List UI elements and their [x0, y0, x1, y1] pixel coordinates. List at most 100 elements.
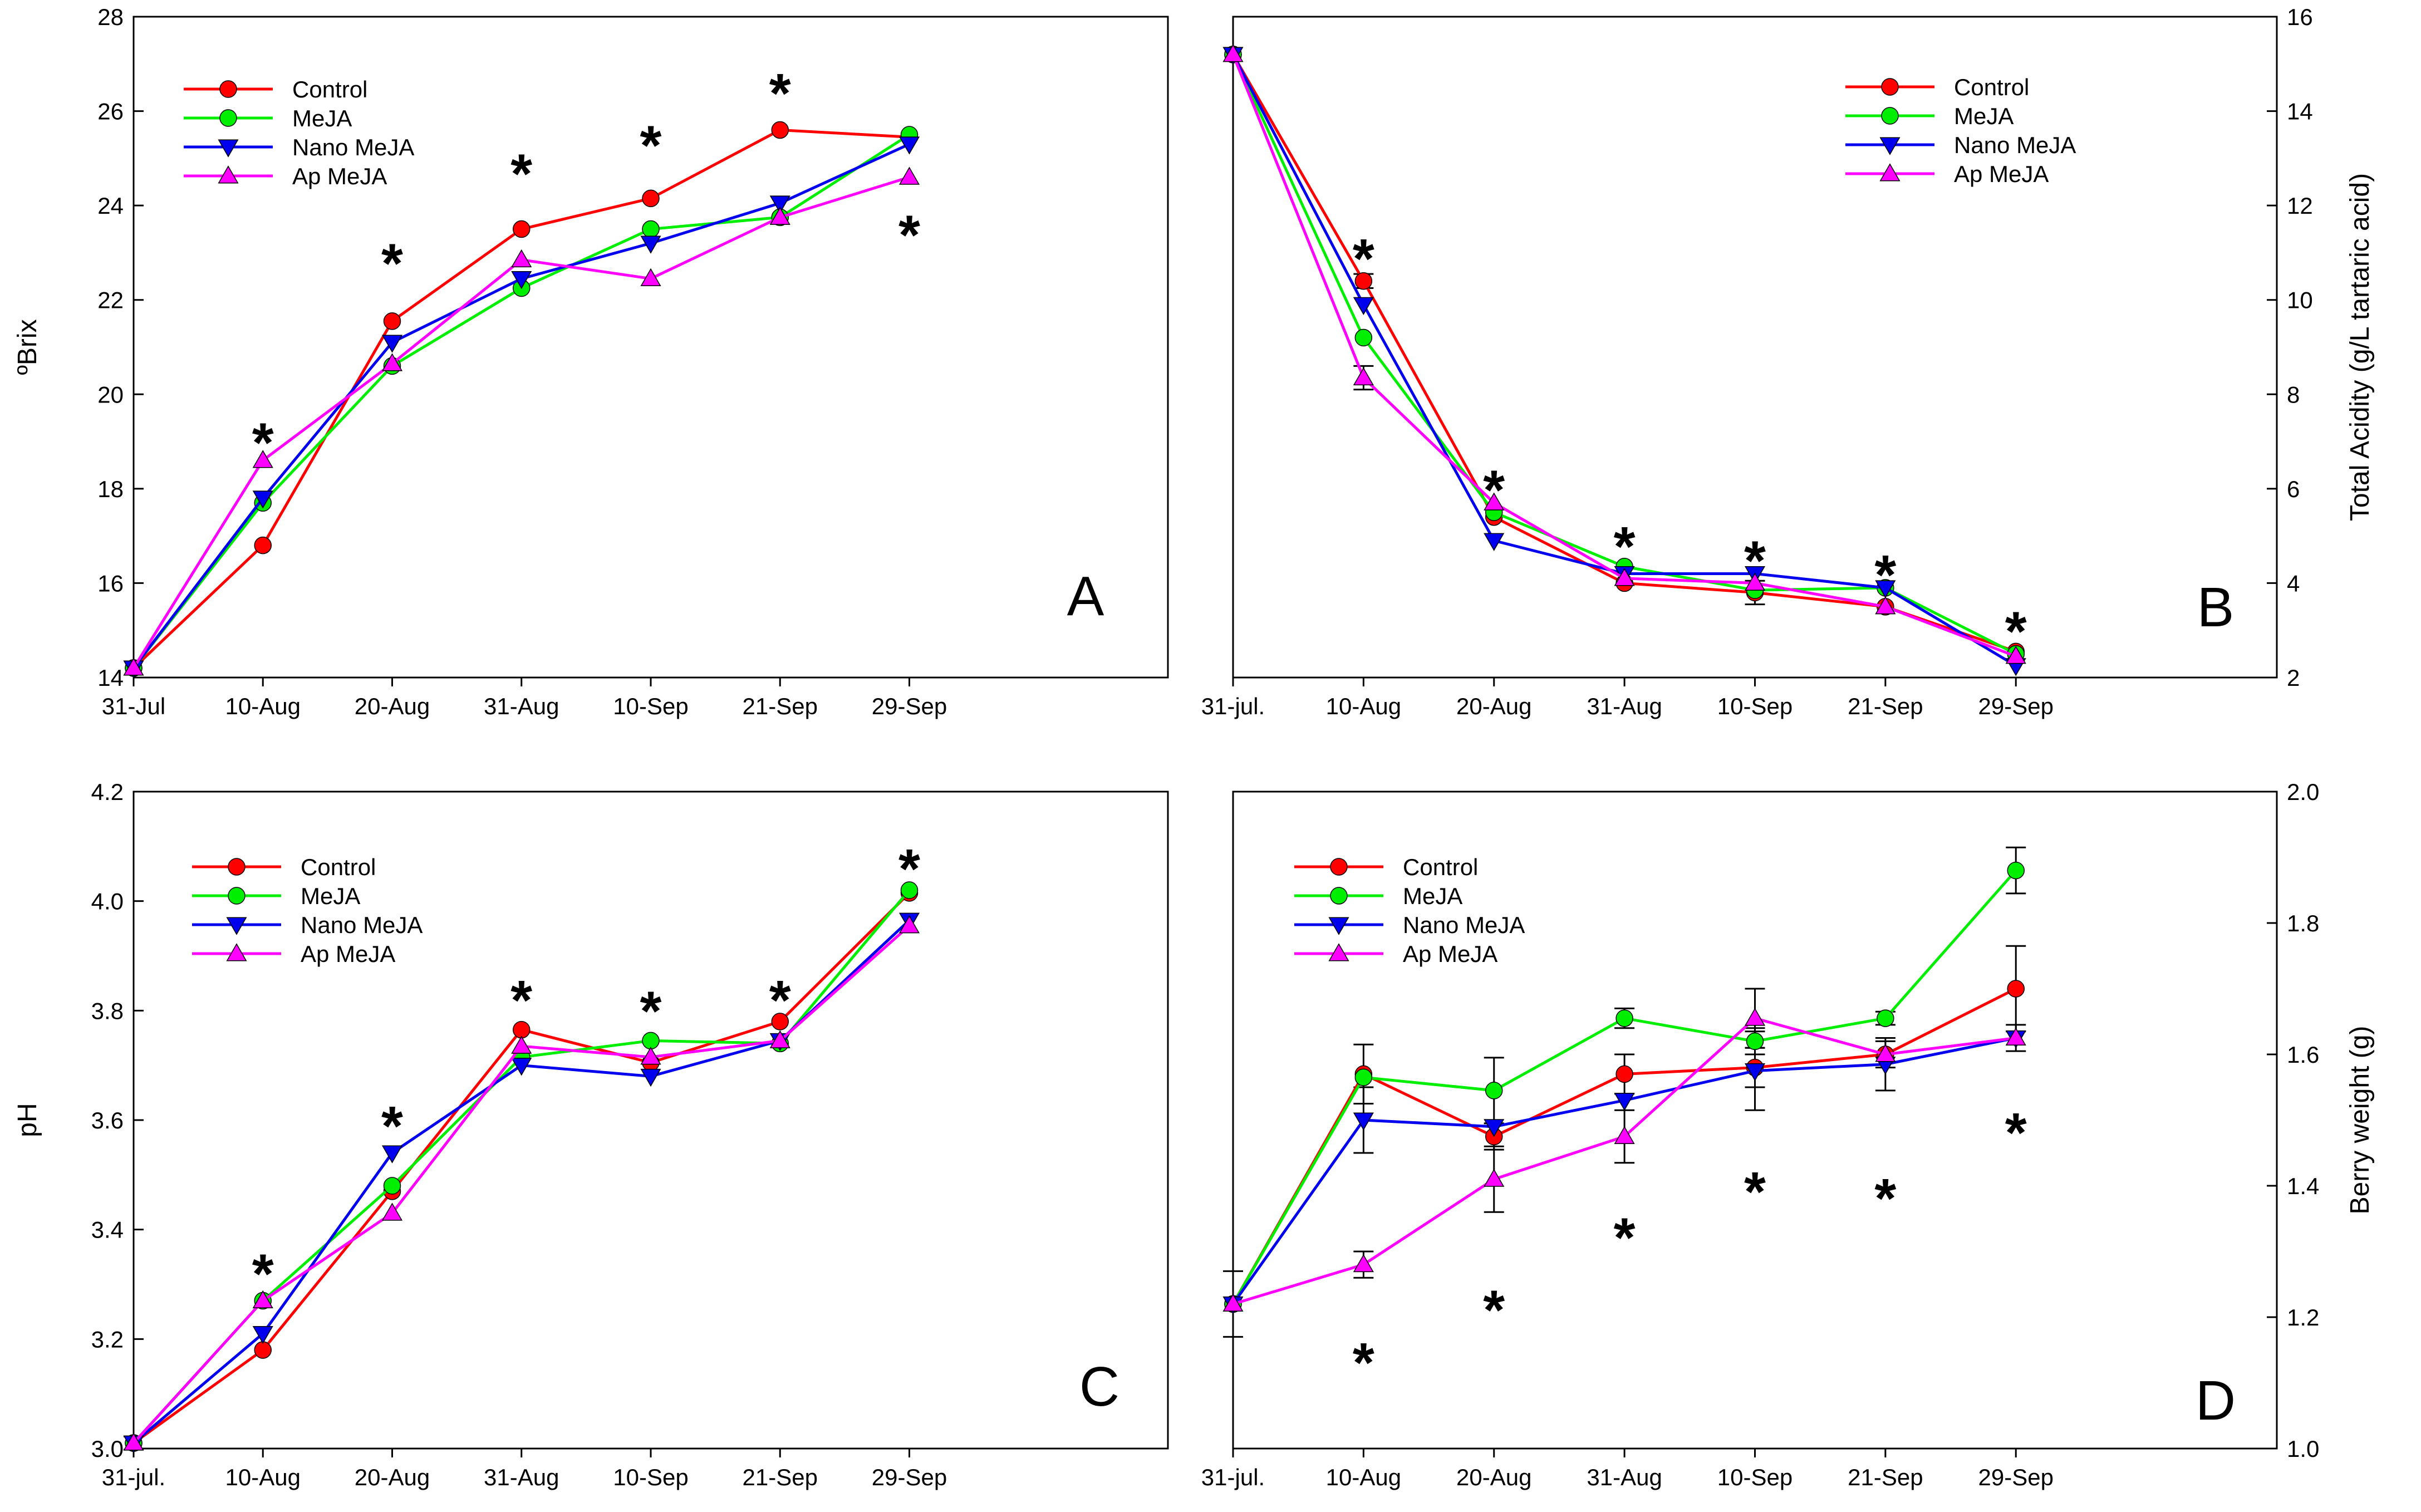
legend-marker [218, 165, 239, 184]
data-point [1746, 1032, 1764, 1050]
data-point [1744, 1063, 1766, 1082]
significance-star: * [769, 969, 791, 1032]
legend-marker [1881, 107, 1899, 125]
data-point [2005, 1027, 2026, 1045]
data-point [1485, 1082, 1503, 1099]
y-tick-label: 10 [2287, 287, 2313, 313]
panel-letter: B [2197, 576, 2235, 639]
x-tick-label: 31-Aug [484, 1464, 559, 1490]
legend-marker [226, 917, 247, 935]
data-point [640, 235, 661, 254]
legend-marker [228, 887, 245, 905]
data-point [1354, 272, 1373, 290]
legend-label: Control [301, 854, 376, 880]
data-point [123, 657, 144, 676]
x-tick-label: 10-Aug [225, 1464, 301, 1490]
data-point [1744, 572, 1766, 591]
panel-d-chart: 1.0 1.2 1.4 1.6 1.8 2.0 Berry weight (g) 31-jul… [1201, 779, 2375, 1490]
x-tick-label: 10-Aug [1326, 693, 1401, 719]
data-point [640, 268, 661, 287]
legend-marker [219, 109, 237, 127]
data-point [771, 1013, 789, 1030]
legend-marker [1879, 137, 1901, 155]
panel-letter: C [1079, 1356, 1119, 1418]
x-tick-label: 31-Aug [1587, 1464, 1662, 1490]
data-point [769, 195, 790, 214]
x-tick-label: 20-Aug [355, 693, 430, 719]
data-point [1877, 1009, 1894, 1027]
data-point [1744, 1008, 1766, 1026]
x-tick-label: 10-Sep [1717, 1464, 1793, 1490]
legend-label: Control [1403, 854, 1478, 880]
y-tick-label: 3.4 [91, 1217, 124, 1243]
significance-star: * [1614, 516, 1636, 578]
y-axis-title: ºBrix [13, 319, 42, 375]
data-point [1484, 1169, 1505, 1187]
legend-label: MeJA [1403, 883, 1462, 909]
data-point [898, 166, 920, 185]
data-point [381, 1202, 403, 1221]
y-tick-label: 12 [2287, 193, 2313, 219]
data-point [1353, 367, 1374, 386]
x-tick-label: 29-Sep [1978, 693, 2054, 719]
data-point [1353, 1254, 1374, 1273]
x-tick-label: 10-Aug [1326, 1464, 1401, 1490]
data-point [1353, 297, 1374, 315]
data-point [2007, 980, 2025, 998]
data-point [1614, 1126, 1635, 1144]
data-point [511, 249, 532, 268]
legend-label: MeJA [301, 883, 360, 909]
data-point [771, 121, 789, 139]
y-tick-label: 8 [2287, 381, 2300, 408]
y-tick-label: 1.8 [2287, 910, 2319, 936]
y-tick-label: 16 [97, 570, 124, 596]
panel-c-chart: 3.0 3.2 3.4 3.6 3.8 4.0 4.2 pH 31-jul. 10-Aug 20-A… [13, 779, 1169, 1490]
data-point [511, 271, 532, 289]
data-point [1354, 1068, 1373, 1087]
x-tick-label: 10-Sep [613, 1464, 688, 1490]
legend-marker [1330, 887, 1348, 905]
legend-marker [1330, 858, 1348, 876]
data-point [1484, 533, 1505, 551]
y-tick-label: 22 [97, 287, 124, 313]
data-point [1354, 328, 1373, 347]
y-tick-label: 4.2 [91, 779, 124, 805]
legend-label: MeJA [292, 105, 352, 131]
data-point [1484, 1119, 1505, 1137]
legend-marker [226, 943, 247, 961]
y-tick-label: 3.8 [91, 998, 124, 1024]
y-tick-label: 1.4 [2287, 1173, 2319, 1199]
legend-label: Ap MeJA [1954, 161, 2049, 187]
data-point [640, 1068, 661, 1087]
x-tick-label: 20-Aug [1456, 1464, 1531, 1490]
panel-a-chart: 14 16 18 20 22 24 26 28 ºBrix 31-Jul 10-Aug 20-Aug 3… [13, 4, 1169, 719]
legend-marker [1879, 163, 1901, 181]
legend-label: Control [292, 76, 367, 102]
y-tick-label: 2.0 [2287, 779, 2319, 805]
significance-star: * [640, 114, 662, 176]
x-tick-label: 21-Sep [1848, 1464, 1923, 1490]
y-tick-label: 20 [97, 381, 124, 408]
data-point [900, 881, 919, 899]
legend-marker [1881, 78, 1899, 96]
data-point [1353, 1112, 1374, 1131]
x-tick-label: 29-Sep [1978, 1464, 2054, 1490]
data-point [769, 1030, 790, 1048]
significance-star: * [381, 1095, 403, 1157]
x-tick-label: 31-jul. [1201, 693, 1265, 719]
x-tick-label: 31-Aug [484, 693, 559, 719]
significance-star: * [510, 143, 532, 205]
legend-label: Nano MeJA [1403, 912, 1525, 938]
significance-star: * [2005, 1102, 2027, 1164]
x-tick-label: 31-jul. [102, 1464, 165, 1490]
data-point [383, 1177, 401, 1195]
y-axis-title: pH [13, 1103, 42, 1137]
x-tick-label: 29-Sep [872, 693, 947, 719]
significance-star: * [1353, 1332, 1374, 1394]
significance-star: * [898, 838, 920, 900]
data-point [2007, 861, 2025, 880]
x-tick-label: 31-jul. [1201, 1464, 1265, 1490]
legend-marker [219, 80, 237, 98]
significance-star: * [510, 969, 532, 1032]
